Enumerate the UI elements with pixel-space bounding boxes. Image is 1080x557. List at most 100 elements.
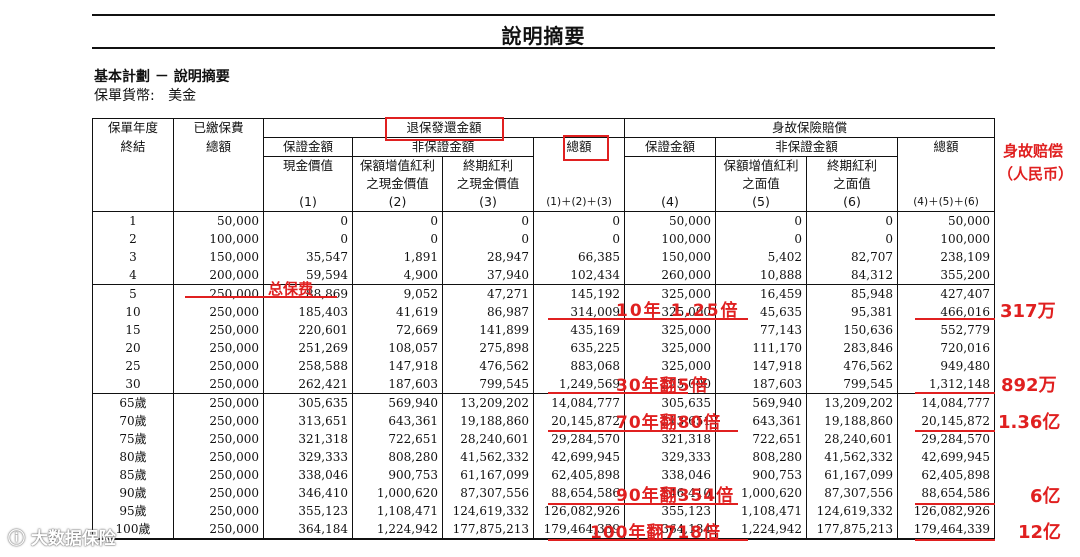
row-value-cell: 77,143: [715, 321, 808, 339]
row-value-cell: 0: [352, 230, 443, 248]
row-value-cell: 45,635: [715, 303, 808, 321]
table-row: 30 250,000 262,421 187,603 799,545 1,249,569 3…: [92, 375, 996, 394]
row-value-cell: 1,312,148: [897, 375, 996, 394]
header-guaranteed: 保證金額: [263, 137, 353, 157]
row-value-cell: 61,167,099: [442, 466, 534, 484]
row-year-cell: 5: [92, 284, 174, 303]
row-value-cell: 808,280: [352, 448, 443, 466]
table-row: 3 150,000 35,547 1,891 28,947 66,385 150,000 5,…: [92, 248, 996, 266]
row-value-cell: 250,000: [173, 502, 264, 520]
row-value-cell: 100,000: [897, 230, 996, 248]
underline-y10: [548, 318, 748, 320]
underline-rmb100: [915, 539, 995, 541]
table-row: 95歲 250,000 355,123 1,108,471 124,619,332 126…: [92, 502, 996, 520]
annotation-death-rmb: 身故赔偿: [1003, 142, 1064, 160]
row-value-cell: 87,307,556: [806, 484, 899, 502]
row-value-cell: 1,000,620: [352, 484, 443, 502]
underline-rmb70: [915, 430, 995, 432]
underline-y30: [548, 392, 688, 394]
row-year-cell: 4: [92, 266, 174, 285]
row-value-cell: 313,651: [624, 412, 717, 430]
annotation-y30: 30年翻5倍: [616, 376, 709, 396]
row-value-cell: 435,169: [532, 321, 626, 339]
row-year-cell: 65歲: [92, 393, 174, 412]
table-row: 25 250,000 258,588 147,918 476,562 883,068 325…: [92, 357, 996, 375]
row-year-cell: 25: [92, 357, 174, 375]
row-value-cell: 200,000: [173, 266, 264, 285]
header-death-non-guaranteed: 非保證金額: [715, 137, 899, 157]
row-value-cell: 1,000,620: [715, 484, 808, 502]
row-value-cell: 250,000: [173, 448, 264, 466]
row-value-cell: 10,888: [715, 266, 808, 285]
row-value-cell: 82,707: [806, 248, 899, 266]
row-value-cell: 88,654,586: [532, 484, 626, 502]
underline-y70: [548, 430, 738, 432]
header-paid-2: 總額: [173, 137, 264, 157]
row-value-cell: 87,307,556: [442, 484, 534, 502]
row-value-cell: 325,000: [624, 303, 717, 321]
row-value-cell: 250,000: [173, 357, 264, 375]
row-value-cell: 124,619,332: [442, 502, 534, 520]
header-bonus-cv-2: 之現金價值: [352, 175, 443, 193]
row-value-cell: 355,123: [624, 502, 717, 520]
row-value-cell: 1,108,471: [715, 502, 808, 520]
header-num-123: (1)＋(2)＋(3): [532, 193, 626, 212]
header-terminal-cv-2: 之現金價值: [442, 175, 534, 193]
underline-rmb30: [915, 392, 995, 394]
row-value-cell: 476,562: [806, 357, 899, 375]
table-header: 保單年度 已繳保費 退保發還金額 身故保險賠償 終結 總額 保證金額 非保證金額…: [92, 118, 996, 212]
row-value-cell: 325,000: [624, 357, 717, 375]
row-value-cell: 100,000: [173, 230, 264, 248]
row-value-cell: 61,167,099: [806, 466, 899, 484]
row-value-cell: 41,619: [352, 303, 443, 321]
header-num-1: (1): [263, 193, 353, 212]
row-value-cell: 364,184: [624, 520, 717, 540]
row-value-cell: 150,000: [173, 248, 264, 266]
row-value-cell: 19,188,860: [806, 412, 899, 430]
row-value-cell: 338,046: [624, 466, 717, 484]
header-terminal-face-2: 之面值: [806, 175, 899, 193]
row-value-cell: 251,269: [263, 339, 353, 357]
row-value-cell: 187,603: [715, 375, 808, 394]
row-value-cell: 179,464,339: [897, 520, 996, 540]
row-value-cell: 0: [532, 230, 626, 248]
row-value-cell: 305,635: [263, 393, 353, 412]
row-value-cell: 37,940: [442, 266, 534, 285]
row-value-cell: 883,068: [532, 357, 626, 375]
row-value-cell: 250,000: [173, 484, 264, 502]
row-value-cell: 799,545: [442, 375, 534, 394]
annotation-rmb70: 1.36亿: [998, 412, 1061, 433]
header-bonus-cv: 保額增值紅利: [352, 156, 443, 175]
row-value-cell: 552,779: [897, 321, 996, 339]
row-year-cell: 95歲: [92, 502, 174, 520]
row-year-cell: 10: [92, 303, 174, 321]
row-value-cell: 20,145,872: [897, 412, 996, 430]
header-year: 保單年度: [92, 118, 174, 138]
underline-y100: [548, 539, 748, 541]
row-value-cell: 50,000: [897, 211, 996, 230]
underline-rmb90: [915, 503, 995, 505]
row-value-cell: 13,209,202: [806, 393, 899, 412]
row-value-cell: 321,318: [263, 430, 353, 448]
row-value-cell: 355,200: [897, 266, 996, 285]
underline-y90: [548, 503, 738, 505]
table-row: 5 250,000 88,869 9,052 47,271 145,192 325,000 1…: [92, 284, 996, 303]
row-value-cell: 220,601: [263, 321, 353, 339]
illustration-table: 保單年度 已繳保費 退保發還金額 身故保險賠償 終結 總額 保證金額 非保證金額…: [92, 118, 996, 540]
header-terminal-face: 終期紅利: [806, 156, 899, 175]
row-year-cell: 20: [92, 339, 174, 357]
row-value-cell: 50,000: [624, 211, 717, 230]
header-year-2: 終結: [92, 137, 174, 157]
watermark: ⓘ 大数据保险: [8, 529, 116, 549]
annotation-rmb: （人民币）: [998, 165, 1074, 183]
row-value-cell: 313,651: [263, 412, 353, 430]
row-value-cell: 325,000: [624, 339, 717, 357]
row-value-cell: 427,407: [897, 284, 996, 303]
row-value-cell: 95,381: [806, 303, 899, 321]
header-non-guaranteed: 非保證金額: [352, 137, 534, 157]
currency-label: 保單貨幣:: [94, 88, 155, 104]
header-num-6: (6): [806, 193, 899, 212]
row-value-cell: 20,145,872: [532, 412, 626, 430]
row-value-cell: 150,000: [624, 248, 717, 266]
title-bottom-rule: [92, 47, 995, 49]
